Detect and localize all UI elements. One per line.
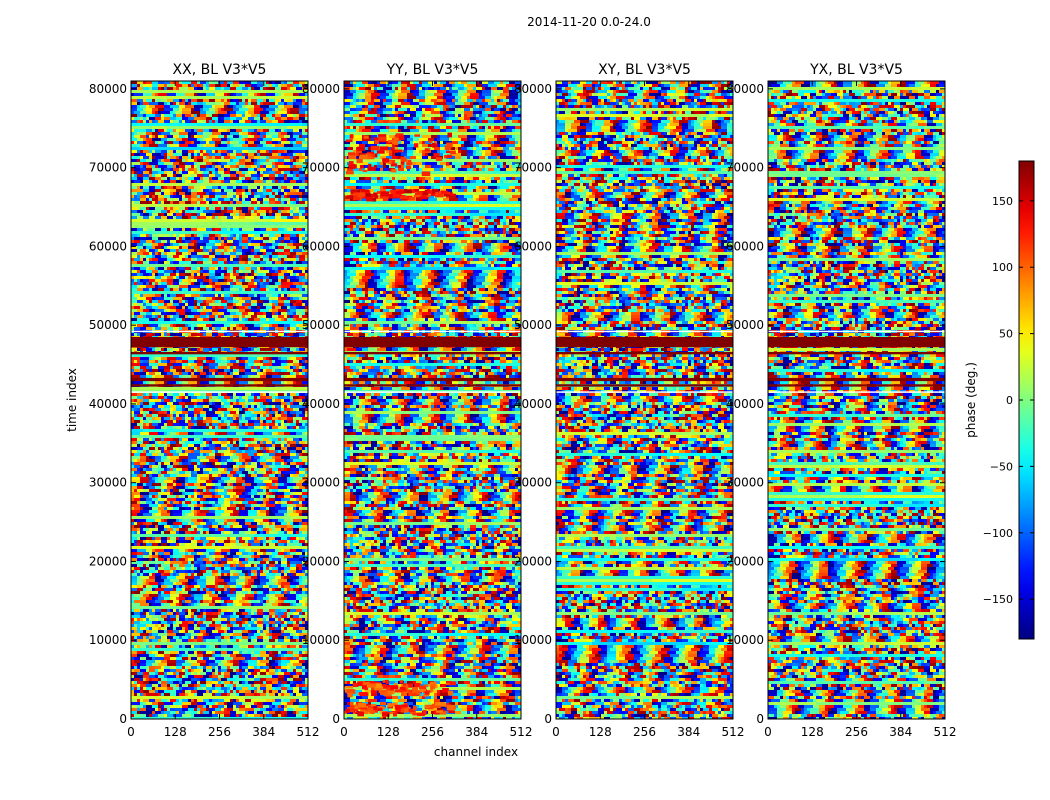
y-tick-label: 70000 [726, 161, 764, 175]
y-tick-label: 50000 [302, 318, 340, 332]
y-tick-label: 20000 [89, 554, 127, 568]
y-tick-label: 50000 [726, 318, 764, 332]
y-tick-label: 0 [756, 712, 764, 726]
y-tick-label: 40000 [302, 397, 340, 411]
colorbar-tick-label: 0 [1006, 394, 1013, 407]
y-tick-label: 30000 [302, 476, 340, 490]
x-tick-label: 384 [677, 725, 700, 739]
x-tick-label: 512 [297, 725, 320, 739]
y-axis-label: time index [65, 368, 79, 432]
x-tick-label: 256 [421, 725, 444, 739]
x-tick-label: 384 [252, 725, 275, 739]
y-tick-label: 50000 [89, 318, 127, 332]
y-tick-label: 60000 [514, 239, 552, 253]
x-tick-label: 0 [552, 725, 560, 739]
heatmap-image-xy [556, 81, 733, 719]
x-tick-label: 384 [465, 725, 488, 739]
y-tick-label: 80000 [514, 82, 552, 96]
colorbar-label: phase (deg.) [964, 362, 978, 438]
panels: XX, BL V3*V5 0 128 256 384 512 0 10000 20000 3000… [89, 62, 957, 739]
panel-yx: YX, BL V3*V5 0 128 256 384 512 0 10000 20000 3000… [726, 62, 957, 739]
y-tick-label: 10000 [89, 633, 127, 647]
y-tick-label: 0 [119, 712, 127, 726]
colorbar-tick-label: −100 [983, 527, 1013, 540]
y-tick-label: 20000 [726, 554, 764, 568]
x-axis-label: channel index [434, 745, 518, 759]
panel-title: YY, BL V3*V5 [386, 62, 479, 78]
x-tick-label: 512 [722, 725, 745, 739]
y-tick-label: 10000 [514, 633, 552, 647]
y-tick-label: 60000 [726, 239, 764, 253]
panel-title: YX, BL V3*V5 [809, 62, 903, 78]
y-tick-label: 60000 [302, 239, 340, 253]
x-tick-label: 512 [934, 725, 957, 739]
y-tick-label: 50000 [514, 318, 552, 332]
panel-xx: XX, BL V3*V5 0 128 256 384 512 0 10000 20000 3000… [89, 62, 320, 739]
x-tick-label: 128 [589, 725, 612, 739]
y-tick-label: 70000 [514, 161, 552, 175]
y-tick-label: 70000 [302, 161, 340, 175]
y-tick-label: 40000 [726, 397, 764, 411]
x-tick-label: 256 [845, 725, 868, 739]
panel-title: XX, BL V3*V5 [173, 62, 267, 78]
colorbar-tick-label: −150 [983, 593, 1013, 606]
colorbar-tick-label: 100 [992, 261, 1013, 274]
colorbar: 150 100 50 0 −50 −100 −150 [983, 160, 1035, 640]
y-tick-label: 30000 [726, 476, 764, 490]
panel-title: XY, BL V3*V5 [598, 62, 691, 78]
panel-yy: YY, BL V3*V5 0 128 256 384 512 0 10000 20000 3000… [302, 62, 533, 739]
x-tick-label: 256 [633, 725, 656, 739]
colorbar-tick-label: 50 [999, 328, 1013, 341]
y-tick-label: 0 [544, 712, 552, 726]
y-tick-label: 10000 [726, 633, 764, 647]
x-tick-label: 0 [127, 725, 135, 739]
x-tick-label: 512 [510, 725, 533, 739]
y-tick-label: 40000 [514, 397, 552, 411]
y-tick-label: 80000 [726, 82, 764, 96]
y-tick-label: 20000 [302, 554, 340, 568]
colorbar-tick-label: −50 [990, 460, 1013, 473]
y-tick-label: 20000 [514, 554, 552, 568]
y-tick-label: 80000 [89, 82, 127, 96]
x-tick-label: 128 [164, 725, 187, 739]
y-tick-label: 30000 [89, 476, 127, 490]
heatmap-image-yy [344, 81, 521, 719]
colorbar-tick-label: 150 [992, 195, 1013, 208]
y-tick-label: 70000 [89, 161, 127, 175]
x-tick-label: 384 [889, 725, 912, 739]
x-tick-label: 128 [801, 725, 824, 739]
y-tick-label: 10000 [302, 633, 340, 647]
y-tick-label: 80000 [302, 82, 340, 96]
y-tick-label: 30000 [514, 476, 552, 490]
figure-suptitle: 2014-11-20 0.0-24.0 [527, 15, 651, 29]
y-tick-label: 40000 [89, 397, 127, 411]
panel-xy: XY, BL V3*V5 0 128 256 384 512 0 10000 20000 3000… [514, 62, 745, 739]
y-tick-label: 0 [332, 712, 340, 726]
x-tick-label: 256 [208, 725, 231, 739]
x-tick-label: 0 [340, 725, 348, 739]
x-tick-label: 128 [377, 725, 400, 739]
x-tick-label: 0 [764, 725, 772, 739]
y-tick-label: 60000 [89, 239, 127, 253]
heatmap-image-xx [131, 81, 308, 719]
heatmap-image-yx [768, 81, 945, 719]
